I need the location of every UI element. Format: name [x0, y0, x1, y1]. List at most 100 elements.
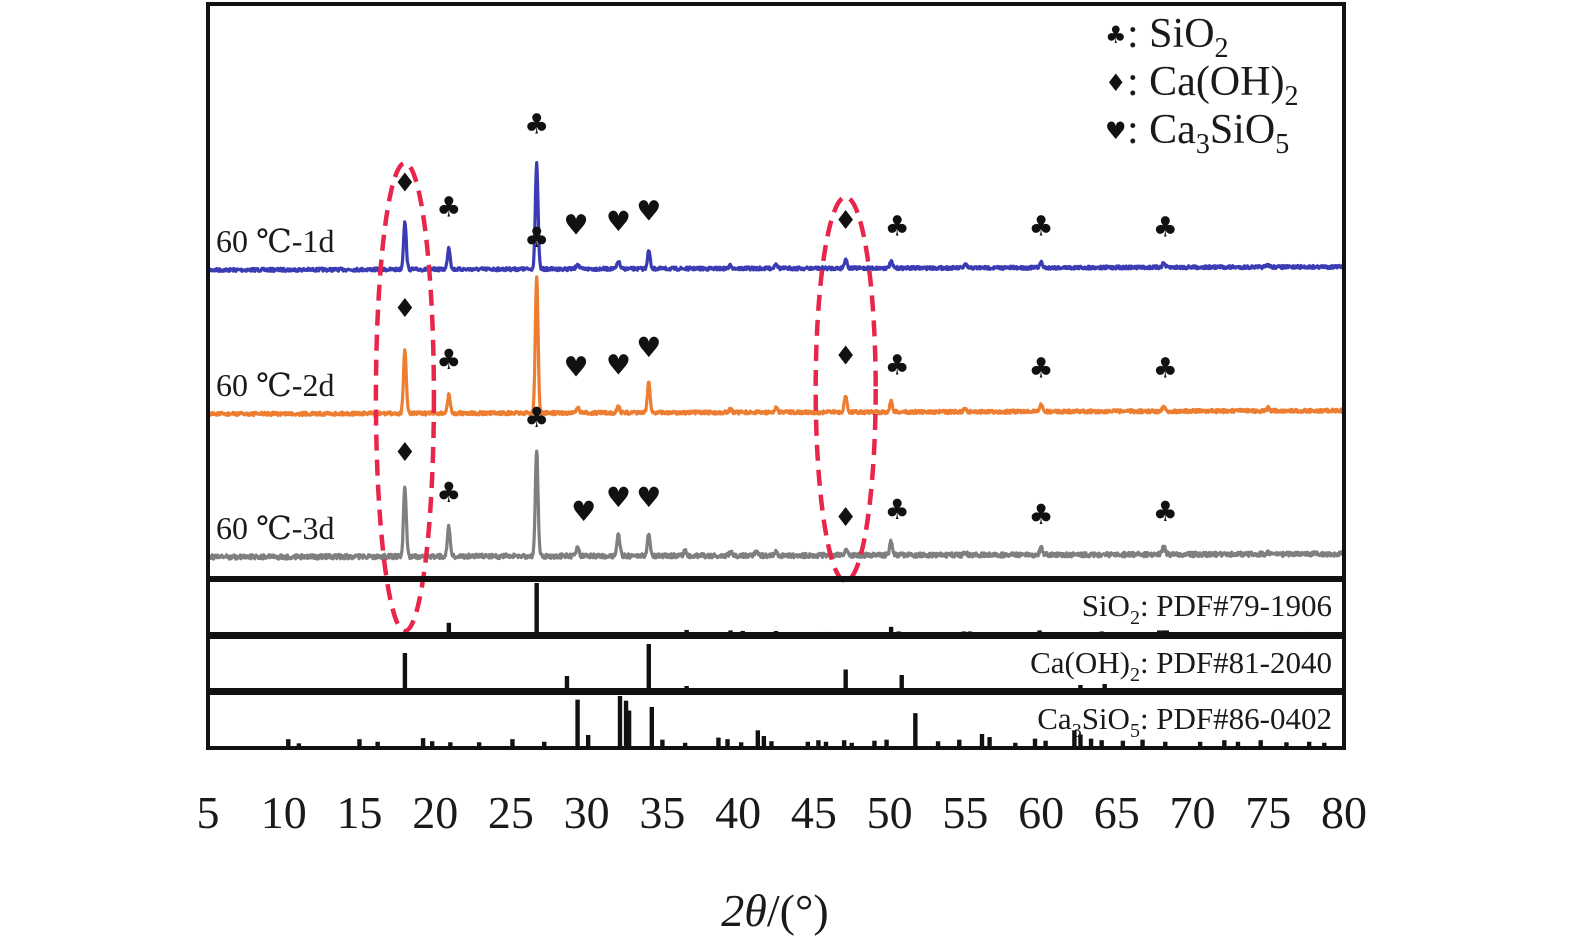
peak-marker: ♣: [1153, 495, 1178, 528]
peak-marker: ♣: [524, 108, 549, 141]
legend-symbol: ♣: [1105, 21, 1127, 49]
reference-stick: [1258, 740, 1263, 748]
reference-stick: [1197, 741, 1203, 748]
peak-marker: ♣: [1029, 352, 1054, 385]
x-tick-label: 60: [1018, 787, 1064, 838]
reference-stick: [660, 739, 665, 748]
reference-stick: [1072, 730, 1077, 748]
reference-panel: Ca(OH)2: PDF#81-2040: [402, 644, 1344, 690]
reference-stick: [1013, 742, 1018, 748]
x-tick-label: 20: [412, 787, 458, 838]
sample-labels: 60 ℃-1d 60 ℃-2d 60 ℃-3d: [216, 223, 334, 546]
x-tick-label: 50: [867, 787, 913, 838]
reference-stick: [1322, 742, 1327, 748]
reference-stick: [935, 741, 941, 748]
plot-frame: [206, 2, 1346, 750]
x-tick-labels: 5 10 15 20 25 30 35 40 45 50 55 60 65 70 75 80: [197, 787, 1368, 838]
reference-panel-frame: [206, 578, 1346, 636]
x-tick-label: 45: [791, 787, 837, 838]
peak-marker: ♣: [1029, 209, 1054, 242]
reference-stick: [738, 742, 744, 748]
reference-stick: [716, 737, 721, 748]
reference-stick: [684, 629, 689, 634]
sample-label: 60 ℃-3d: [216, 510, 334, 546]
x-axis-label: 2θ/(°): [721, 885, 828, 936]
x-axis-title: 2θ/(°): [721, 885, 828, 936]
reference-stick: [626, 710, 632, 748]
reference-stick: [1032, 738, 1038, 748]
peak-marker: ♣: [885, 493, 910, 526]
legend-label: : Ca3SiO5: [1127, 107, 1289, 160]
reference-stick: [1306, 741, 1312, 748]
reference-stick: [1140, 739, 1145, 748]
reference-stick: [1078, 734, 1083, 748]
reference-stick: [755, 730, 761, 748]
peak-marker: ♥: [636, 195, 661, 228]
peak-marker: ♣: [1153, 352, 1178, 385]
reference-stick: [884, 739, 889, 748]
trace-2: [206, 275, 1346, 418]
reference-stick: [843, 669, 848, 690]
reference-stick: [1235, 741, 1241, 748]
reference-stick: [286, 739, 291, 748]
reference-stick: [979, 733, 985, 748]
peak-marker: ♣: [436, 343, 461, 376]
reference-panel-frame: [206, 691, 1346, 750]
peak-marker: ♣: [436, 476, 461, 509]
highlight-ellipse: [813, 194, 878, 584]
reference-stick: [1102, 684, 1107, 690]
x-tick-label: 55: [942, 787, 988, 838]
reference-stick: [1099, 740, 1104, 748]
reference-stick: [769, 741, 774, 748]
reference-stick: [888, 626, 894, 634]
peak-marker: ♣: [885, 348, 910, 381]
reference-stick: [448, 742, 453, 748]
reference-panel: Ca3SiO5: PDF#86-0402: [286, 696, 1332, 748]
sample-label: 60 ℃-2d: [216, 367, 334, 403]
reference-stick: [375, 741, 380, 748]
legend-label: : Ca(OH)2: [1127, 59, 1298, 112]
peak-marker: ♥: [636, 481, 661, 514]
reference-label: Ca(OH)2: PDF#81-2040: [1030, 645, 1332, 686]
highlight-ellipses: [373, 160, 878, 634]
legend-item: ♥: Ca3SiO5: [1105, 107, 1289, 160]
x-tick-label: 80: [1321, 787, 1367, 838]
peak-marker: ♥: [606, 348, 631, 381]
reference-stick: [682, 742, 688, 748]
x-tick-label: 10: [261, 787, 307, 838]
reference-stick: [429, 741, 435, 748]
reference-label: SiO2: PDF#79-1906: [1082, 588, 1332, 629]
reference-panel-frame: [206, 635, 1346, 692]
reference-stick: [899, 675, 904, 690]
reference-stick: [1078, 685, 1083, 690]
peak-marker: ♣: [885, 209, 910, 242]
peak-marker: ♣: [436, 190, 461, 223]
highlight-ellipse: [373, 160, 437, 634]
sample-label: 60 ℃-1d: [216, 223, 334, 259]
reference-stick: [623, 700, 629, 748]
reference-stick: [510, 739, 515, 748]
peak-marker: ♥: [606, 481, 631, 514]
legend: ♣: SiO2♦: Ca(OH)2♥: Ca3SiO5: [1105, 11, 1298, 160]
reference-stick: [849, 742, 854, 748]
x-tick-label: 65: [1094, 787, 1140, 838]
reference-stick: [1088, 738, 1094, 748]
x-tick-label: 70: [1170, 787, 1216, 838]
peak-marker: ♣: [1029, 498, 1054, 531]
reference-stick: [761, 736, 767, 748]
peak-marker: ♥: [571, 495, 596, 528]
peak-marker: ♦: [393, 294, 416, 324]
trace-3: [206, 449, 1346, 561]
x-tick-label: 40: [715, 787, 761, 838]
pattern-traces: [206, 161, 1346, 561]
peak-marker: ♦: [834, 503, 857, 533]
reference-stick: [585, 735, 591, 748]
peak-marker: ♥: [564, 351, 589, 384]
reference-label: Ca3SiO5: PDF#86-0402: [1037, 701, 1332, 742]
x-tick-label: 15: [336, 787, 382, 838]
peak-marker: ♣: [524, 221, 549, 254]
reference-stick: [957, 739, 962, 748]
reference-stick: [1120, 740, 1126, 748]
peak-marker: ♦: [834, 342, 857, 372]
reference-stick: [913, 713, 918, 748]
